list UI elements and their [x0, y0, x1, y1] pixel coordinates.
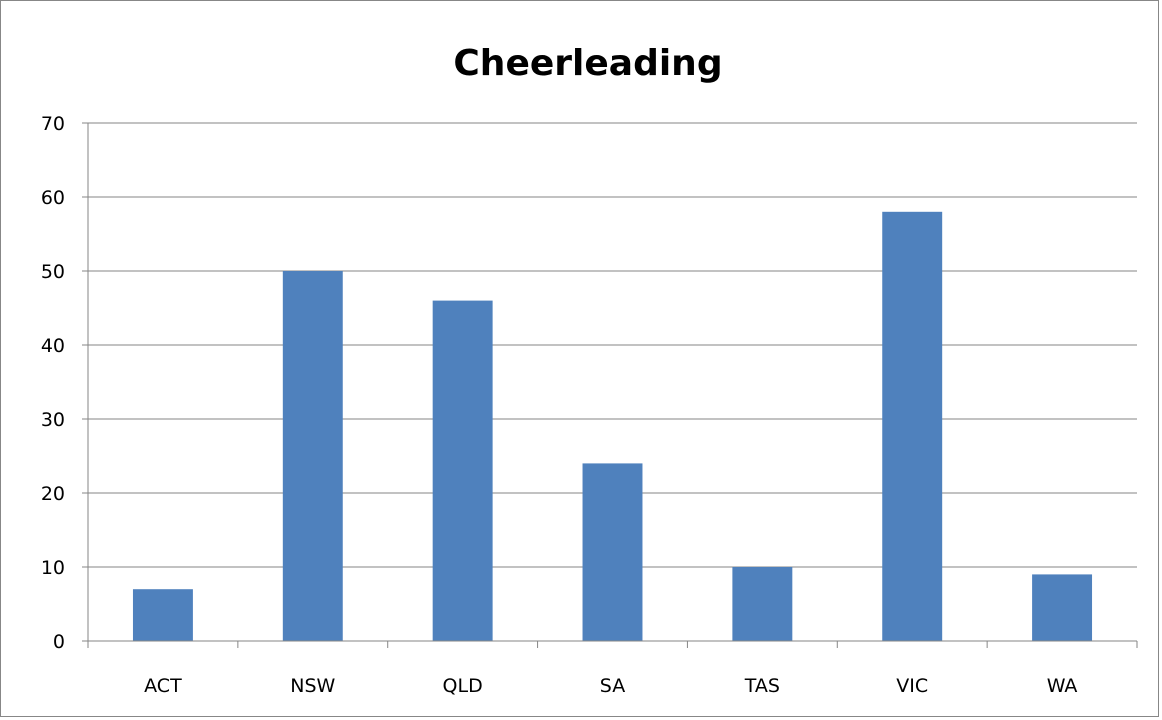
y-tick-label: 20	[41, 483, 65, 505]
y-tick-label: 60	[41, 187, 65, 209]
y-tick-label: 50	[41, 261, 65, 283]
y-tick-label: 30	[41, 409, 65, 431]
bar-wa	[1032, 574, 1093, 641]
y-tick-label: 40	[41, 335, 65, 357]
y-tick-label: 10	[41, 557, 65, 579]
x-tick-label: VIC	[896, 675, 928, 697]
x-tick-label: TAS	[744, 675, 780, 697]
x-tick-label: ACT	[144, 675, 182, 697]
bar-vic	[882, 211, 943, 642]
y-tick-label: 70	[41, 113, 65, 135]
x-tick-label: SA	[600, 675, 625, 697]
x-axis-labels: ACT NSW QLD SA TAS VIC WA	[144, 675, 1077, 697]
bar-nsw	[282, 271, 343, 641]
bar-qld	[432, 300, 493, 641]
bar-sa	[582, 463, 643, 641]
y-axis-ticks: 0 10 20 30 40 50 60 70	[41, 113, 88, 653]
x-tick-label: QLD	[443, 675, 483, 697]
y-tick-label: 0	[53, 631, 65, 653]
x-tick-label: NSW	[290, 675, 335, 697]
bar-act	[132, 589, 193, 641]
x-axis	[87, 123, 1138, 648]
bars	[132, 211, 1093, 642]
gridlines	[88, 122, 1137, 568]
x-tick-label: WA	[1047, 675, 1078, 697]
chart-title: Cheerleading	[453, 43, 722, 84]
bar-tas	[732, 567, 793, 641]
